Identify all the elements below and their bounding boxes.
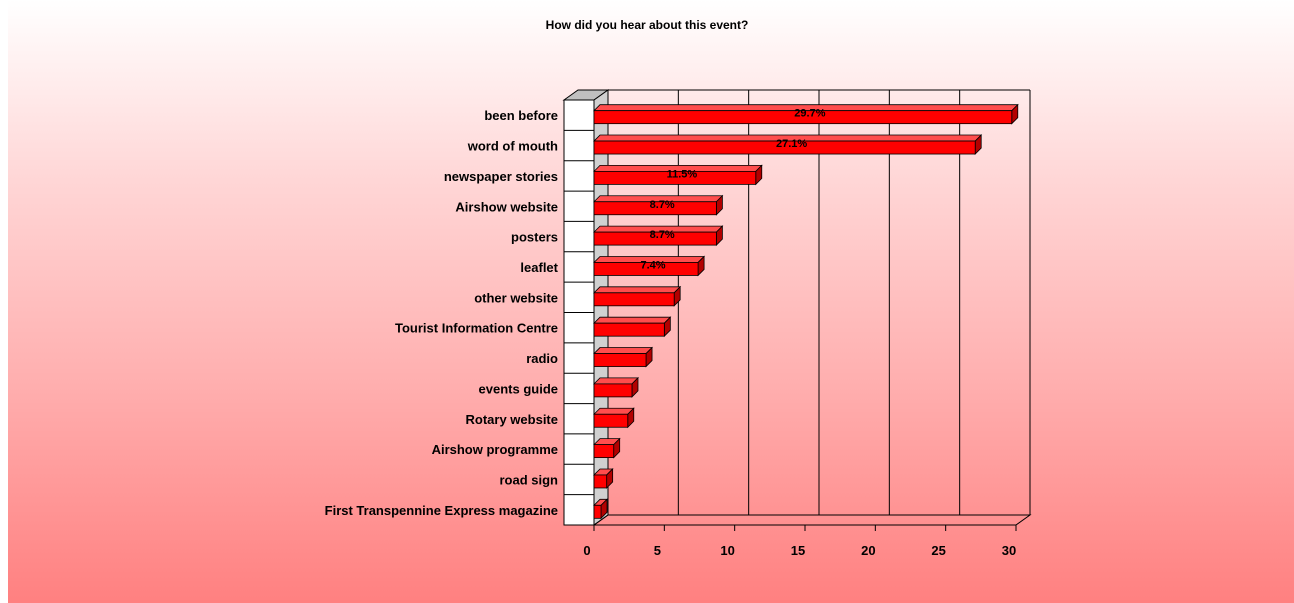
x-tick-label: 20 [861,543,875,558]
bar [593,140,976,155]
bar [593,444,615,459]
bar [593,201,717,216]
side-wall-depth [593,89,609,526]
bar [593,504,602,519]
category-label: First Transpennine Express magazine [325,503,558,518]
category-label: posters [511,230,558,245]
data-label: 8.7% [650,199,675,211]
data-label: 27.1% [776,138,807,150]
x-tick-label: 30 [1002,543,1016,558]
bar [593,231,717,246]
bar-top [593,377,639,385]
data-label: 8.7% [650,229,675,241]
bar-top [593,316,672,324]
category-label: Airshow programme [432,442,558,457]
data-label: 29.7% [794,108,825,120]
category-label: Rotary website [466,412,558,427]
bar [593,413,629,428]
bar [593,474,608,489]
floor [592,514,1032,526]
bar [593,292,675,307]
bar [593,383,633,398]
x-tick-label: 15 [791,543,805,558]
data-label: 7.4% [641,259,666,271]
bar [593,110,1013,125]
category-label: Tourist Information Centre [395,321,558,336]
bar-top [593,286,682,294]
category-label: events guide [479,381,558,396]
bar [593,353,647,367]
category-label: Airshow website [455,199,558,214]
bar-top [593,347,654,354]
category-label: road sign [499,472,558,487]
category-label: leaflet [520,260,558,275]
category-label: radio [526,351,558,366]
bar [593,322,665,337]
data-label: 11.5% [667,168,698,180]
x-tick-label: 25 [931,543,945,558]
x-tick-label: 0 [583,543,590,558]
x-tick-label: 10 [720,543,734,558]
category-label: word of mouth [467,139,558,154]
bar [593,262,699,276]
bar-top [593,407,635,415]
category-label: newspaper stories [444,169,558,184]
x-tick-label: 5 [654,543,661,558]
bar [593,170,757,185]
category-label: other website [474,290,558,305]
chart-title: How did you hear about this event? [545,18,749,32]
category-label: been before [484,108,558,123]
